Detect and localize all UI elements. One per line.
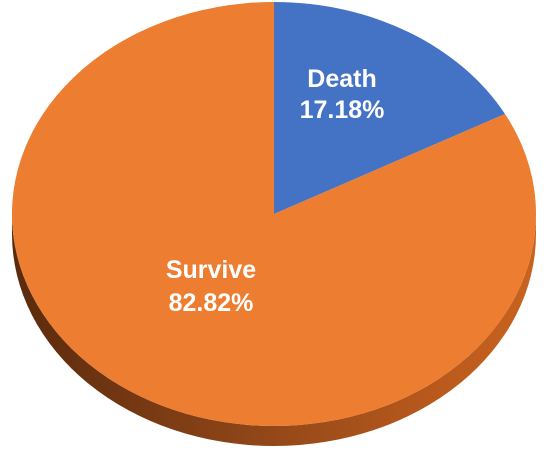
death-label-value: 17.18% [300,96,385,124]
death-label-name: Death [307,65,376,93]
survive-label-name: Survive [166,256,256,284]
death-label-box [284,60,400,129]
pie-slice-survive [12,2,537,427]
survive-label-value: 82.82% [169,289,254,317]
survive-label-box [148,250,275,322]
